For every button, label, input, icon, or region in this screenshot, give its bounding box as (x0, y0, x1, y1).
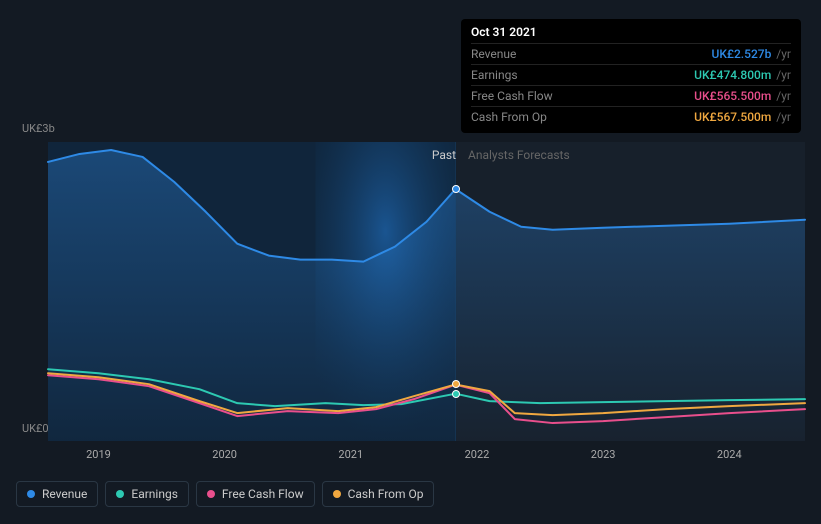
legend-dot-icon (116, 490, 124, 498)
legend-dot-icon (207, 490, 215, 498)
tooltip-metric-unit: /yr (773, 110, 791, 124)
tooltip-row: Revenue UK£2.527b /yr (471, 43, 791, 64)
hover-marker (452, 390, 460, 398)
tooltip-metric-unit: /yr (773, 89, 791, 103)
hover-marker (452, 185, 460, 193)
y-axis-top-label: UK£3b (22, 122, 55, 135)
y-axis-bottom-label: UK£0 (22, 422, 49, 435)
tooltip-metric-label: Revenue (471, 47, 571, 61)
x-tick-label: 2020 (212, 448, 237, 461)
tooltip-metric-value: UK£474.800m (694, 68, 771, 82)
tooltip-metric-label: Free Cash Flow (471, 89, 571, 103)
legend-item-label: Earnings (131, 487, 178, 501)
forecast-section-label: Analysts Forecasts (468, 148, 570, 162)
legend-item-label: Free Cash Flow (222, 487, 304, 501)
tooltip-metric-unit: /yr (773, 47, 791, 61)
x-tick-label: 2021 (338, 448, 363, 461)
tooltip-metric-value: UK£2.527b (711, 47, 771, 61)
tooltip-row: Cash From Op UK£567.500m /yr (471, 106, 791, 127)
x-tick-label: 2022 (465, 448, 490, 461)
tooltip-date: Oct 31 2021 (471, 25, 791, 43)
tooltip-metric-label: Earnings (471, 68, 571, 82)
tooltip-metric-label: Cash From Op (471, 110, 571, 124)
tooltip-row: Free Cash Flow UK£565.500m /yr (471, 85, 791, 106)
legend-item-fcf[interactable]: Free Cash Flow (196, 481, 315, 507)
legend-item-revenue[interactable]: Revenue (16, 481, 98, 507)
legend-item-label: Cash From Op (348, 487, 424, 501)
past-section-label: Past (432, 148, 456, 162)
legend-dot-icon (27, 490, 35, 498)
tooltip-metric-value: UK£565.500m (694, 89, 771, 103)
legend-dot-icon (333, 490, 341, 498)
chart-legend: Revenue Earnings Free Cash Flow Cash From O… (16, 481, 434, 507)
hover-marker (452, 380, 460, 388)
x-tick-label: 2023 (591, 448, 616, 461)
tooltip-metric-unit: /yr (773, 68, 791, 82)
tooltip-row: Earnings UK£474.800m /yr (471, 64, 791, 85)
hover-tooltip: Oct 31 2021 RevenueUK£2.527b /yrEarnings… (461, 19, 801, 133)
legend-item-cfo[interactable]: Cash From Op (322, 481, 435, 507)
x-tick-label: 2019 (86, 448, 111, 461)
legend-item-label: Revenue (42, 487, 87, 501)
tooltip-metric-value: UK£567.500m (694, 110, 771, 124)
x-tick-label: 2024 (717, 448, 742, 461)
legend-item-earnings[interactable]: Earnings (105, 481, 189, 507)
